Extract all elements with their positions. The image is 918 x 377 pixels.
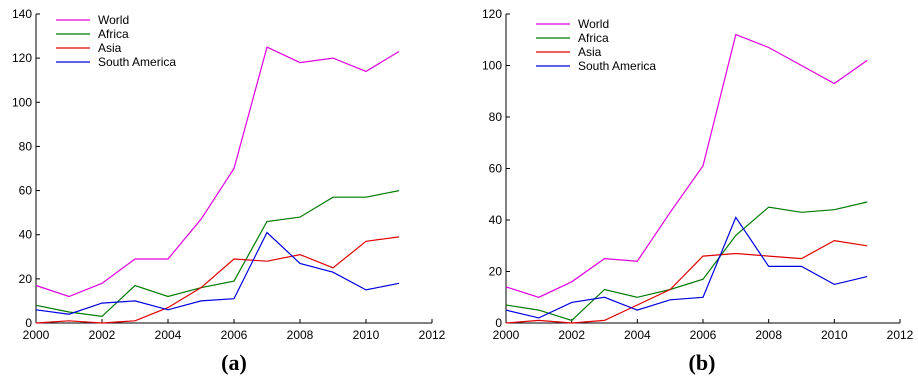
legend-label: Asia [98,41,122,55]
x-tick-label: 2000 [493,328,520,342]
series-line-world [35,46,400,298]
y-tick-label: 120 [482,7,502,21]
series-line-africa [505,201,868,322]
y-tick-label: 40 [19,228,33,242]
y-tick-label: 0 [25,316,32,330]
x-tick-label: 2012 [419,328,446,342]
y-tick-label: 20 [489,265,503,279]
legend-label: Africa [98,27,129,41]
y-tick-label: 80 [489,110,503,124]
y-tick-label: 40 [489,213,503,227]
y-tick-label: 60 [19,184,33,198]
x-tick-label: 2002 [89,328,116,342]
legend-label: World [578,17,609,31]
y-tick-label: 0 [495,316,502,330]
x-tick-label: 2008 [755,328,782,342]
x-tick-label: 2010 [821,328,848,342]
x-tick-label: 2004 [155,328,182,342]
chart-panel-2: 2000 2002 2004 2006 2008 2010 2012 0 20 40 60 80 100… [482,7,914,375]
x-tick-label: 2008 [287,328,314,342]
panel-label: (a) [221,350,247,375]
x-tick-label: 2012 [887,328,914,342]
y-tick-label: 80 [19,139,33,153]
series-line-asia [35,236,400,324]
series-line-world [505,33,868,298]
x-tick-label: 2006 [221,328,248,342]
legend-label: Africa [578,31,609,45]
y-tick-label: 60 [489,162,503,176]
series-line-africa [35,190,400,318]
legend-label: South America [578,59,656,73]
x-tick-label: 2000 [23,328,50,342]
legend-label: Asia [578,45,602,59]
y-tick-label: 120 [12,51,32,65]
y-tick-label: 100 [12,95,32,109]
y-tick-label: 140 [12,7,32,21]
y-tick-label: 100 [482,59,502,73]
x-tick-label: 2004 [624,328,651,342]
series-line-asia [505,239,868,324]
x-tick-label: 2002 [558,328,585,342]
series-line-south-america [505,216,868,319]
legend-label: South America [98,55,176,69]
panel-label: (b) [689,350,716,375]
x-tick-label: 2010 [353,328,380,342]
series-line-south-america [35,231,400,315]
x-tick-label: 2006 [690,328,717,342]
chart-panel-1: 2000 2002 2004 2006 2008 2010 2012 0 20 40 60 80 100… [12,7,446,375]
y-tick-label: 20 [19,272,33,286]
legend-label: World [98,13,129,27]
